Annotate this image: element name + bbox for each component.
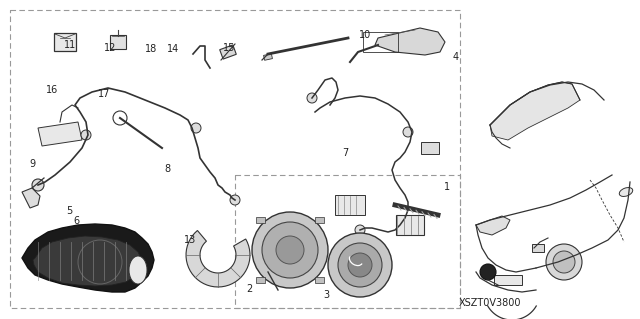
Text: 1: 1 <box>444 182 450 192</box>
Polygon shape <box>490 82 580 140</box>
Ellipse shape <box>129 256 147 284</box>
Circle shape <box>480 264 496 280</box>
Bar <box>362 32 397 52</box>
Bar <box>532 244 544 252</box>
Ellipse shape <box>620 188 633 197</box>
Bar <box>421 142 439 154</box>
Bar <box>264 54 273 60</box>
Circle shape <box>307 93 317 103</box>
Bar <box>494 275 522 285</box>
Circle shape <box>263 267 273 277</box>
Bar <box>315 217 324 223</box>
Bar <box>315 277 324 283</box>
Text: 4: 4 <box>452 52 459 63</box>
Circle shape <box>191 123 201 133</box>
Polygon shape <box>375 28 445 55</box>
Circle shape <box>348 253 372 277</box>
Text: 15: 15 <box>223 43 236 53</box>
Text: 3: 3 <box>323 290 330 300</box>
Text: 16: 16 <box>46 85 59 95</box>
Circle shape <box>553 251 575 273</box>
Circle shape <box>32 179 44 191</box>
Bar <box>235 175 460 308</box>
Text: 2: 2 <box>246 284 253 294</box>
Text: 11: 11 <box>64 40 77 50</box>
Polygon shape <box>38 122 82 146</box>
Text: 14: 14 <box>166 44 179 55</box>
Circle shape <box>276 236 304 264</box>
Bar <box>220 45 236 59</box>
Bar <box>110 35 126 49</box>
Text: 9: 9 <box>29 159 35 169</box>
Bar <box>54 33 76 51</box>
Bar <box>396 215 424 235</box>
Bar <box>10 10 460 308</box>
Text: 8: 8 <box>164 164 171 174</box>
Bar <box>335 195 365 215</box>
Text: 5: 5 <box>66 205 72 216</box>
Circle shape <box>546 244 582 280</box>
Bar <box>256 277 265 283</box>
Circle shape <box>81 130 91 140</box>
Circle shape <box>355 225 365 235</box>
Polygon shape <box>476 216 510 235</box>
Circle shape <box>328 233 392 297</box>
Polygon shape <box>22 224 154 292</box>
Text: 18: 18 <box>145 44 157 55</box>
Circle shape <box>230 195 240 205</box>
Polygon shape <box>22 188 40 208</box>
Bar <box>256 217 265 223</box>
Text: 13: 13 <box>184 235 196 245</box>
Text: 12: 12 <box>104 43 116 54</box>
Text: 17: 17 <box>97 89 110 99</box>
Polygon shape <box>33 236 142 286</box>
Text: 7: 7 <box>342 148 349 158</box>
Text: 6: 6 <box>74 216 80 226</box>
Polygon shape <box>186 231 250 287</box>
Text: XSZT0V3800: XSZT0V3800 <box>459 298 521 308</box>
Circle shape <box>252 212 328 288</box>
Circle shape <box>338 243 382 287</box>
Circle shape <box>262 222 318 278</box>
Circle shape <box>403 127 413 137</box>
Text: 10: 10 <box>358 30 371 40</box>
